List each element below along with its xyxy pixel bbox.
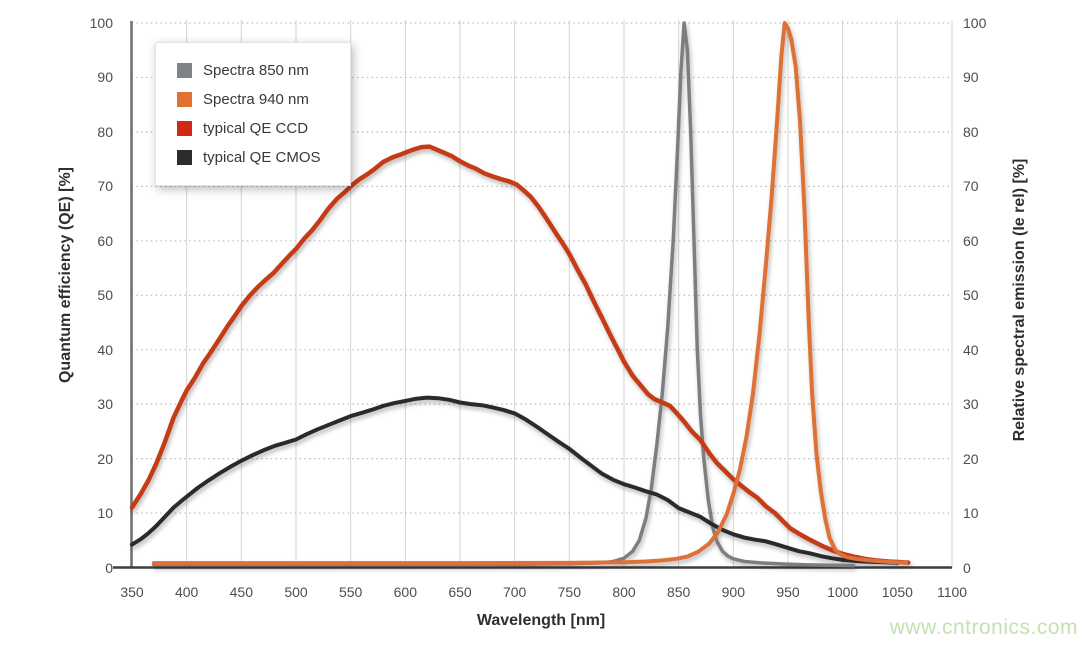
legend-item: typical QE CCD — [177, 114, 336, 143]
y-tick-label-right: 10 — [963, 505, 979, 522]
y-axis-title-right: Relative spectral emission (Ie rel) [%] — [1011, 158, 1028, 442]
x-tick-label: 700 — [502, 584, 527, 600]
y-tick-label-right: 40 — [963, 341, 979, 358]
x-tick-label: 900 — [721, 584, 746, 600]
x-tick-label: 500 — [284, 584, 308, 600]
y-tick-label-right: 80 — [963, 123, 979, 140]
y-tick-label-right: 60 — [963, 232, 979, 249]
x-tick-label: 1100 — [936, 584, 968, 600]
axis-lines — [113, 21, 952, 569]
y-tick-label-right: 90 — [963, 69, 979, 86]
x-tick-label: 650 — [448, 584, 472, 600]
y-tick-label-left: 90 — [97, 69, 113, 86]
y-tick-label-right: 70 — [963, 178, 979, 195]
x-tick-label: 350 — [120, 584, 144, 600]
y-tick-label-left: 60 — [97, 232, 113, 249]
y-tick-label-left: 40 — [97, 341, 113, 358]
y-tick-label-left: 50 — [97, 287, 113, 304]
legend-swatch-icon — [177, 63, 192, 78]
x-tick-label: 600 — [393, 584, 418, 600]
legend: Spectra 850 nm Spectra 940 nm typical QE C… — [155, 42, 351, 186]
y-tick-label-left: 0 — [105, 559, 113, 576]
y-tick-label-right: 30 — [963, 396, 979, 413]
legend-label: typical QE CMOS — [203, 149, 321, 166]
watermark: www.cntronics.com — [889, 616, 1078, 639]
legend-swatch-icon — [177, 92, 192, 107]
data-curves — [129, 21, 911, 568]
legend-item: typical QE CMOS — [177, 143, 336, 172]
y-tick-label-right: 100 — [963, 15, 987, 31]
legend-item: Spectra 850 nm — [177, 56, 336, 85]
legend-label: Spectra 940 nm — [203, 91, 309, 108]
x-axis-title: Wavelength [nm] — [476, 612, 606, 629]
y-tick-label-left: 80 — [97, 123, 113, 140]
x-tick-label: 550 — [338, 584, 363, 600]
x-tick-label: 950 — [776, 584, 800, 600]
y-tick-label-left: 10 — [97, 505, 113, 522]
y-tick-label-left: 100 — [89, 15, 113, 31]
x-tick-label: 750 — [557, 584, 582, 600]
series-typical-qe-ccd — [129, 144, 911, 565]
x-tick-label: 1000 — [827, 584, 859, 600]
series-typical-qe-cmos — [130, 395, 900, 565]
legend-swatch-icon — [177, 121, 192, 136]
y-tick-label-left: 70 — [97, 178, 113, 195]
x-tick-label: 1050 — [881, 584, 913, 600]
gridlines — [131, 20, 953, 568]
legend-item: Spectra 940 nm — [177, 85, 336, 114]
y-tick-label-right: 20 — [963, 450, 979, 467]
legend-label: Spectra 850 nm — [203, 62, 309, 79]
y-tick-label-right: 0 — [963, 559, 971, 576]
series-spectra-940-nm — [151, 21, 909, 566]
x-tick-label: 450 — [229, 584, 254, 600]
y-tick-label-right: 50 — [963, 287, 979, 304]
x-tick-label: 850 — [666, 584, 691, 600]
y-tick-label-left: 20 — [97, 450, 113, 467]
legend-swatch-icon — [177, 150, 192, 165]
legend-label: typical QE CCD — [203, 120, 309, 137]
x-tick-label: 800 — [612, 584, 636, 600]
y-axis-title-left: Quantum efficiency (QE) [%] — [57, 166, 74, 384]
x-tick-label: 400 — [174, 584, 199, 600]
y-tick-label-left: 30 — [97, 396, 113, 413]
